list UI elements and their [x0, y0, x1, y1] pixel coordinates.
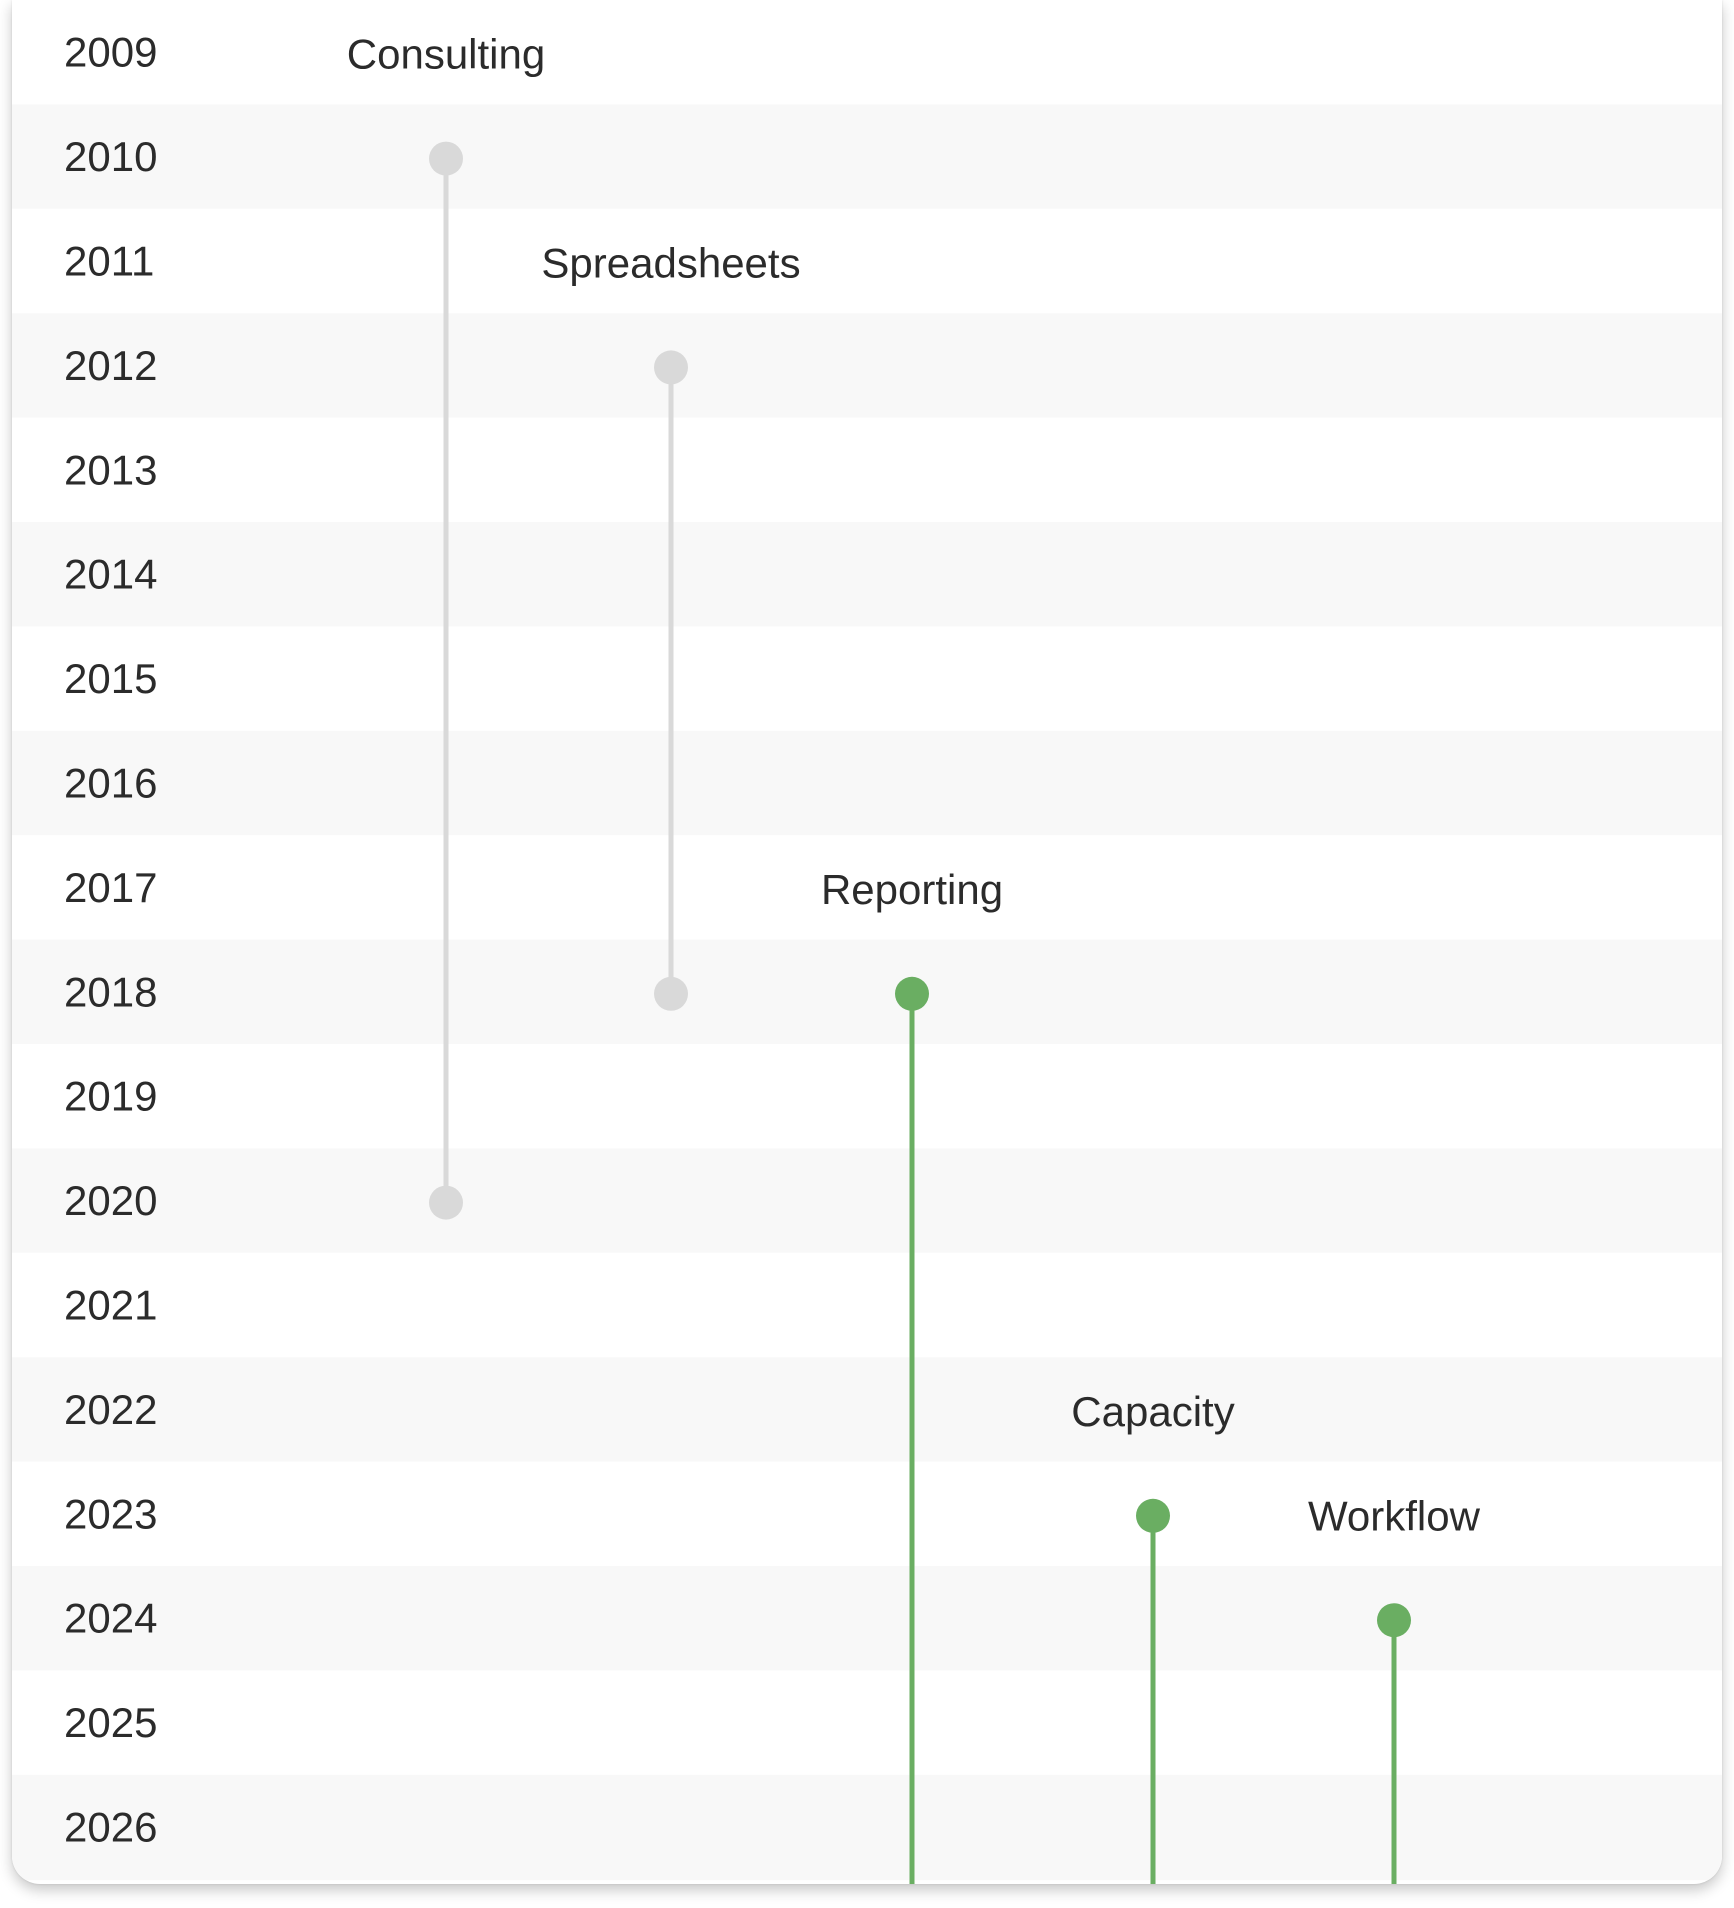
year-row: [12, 1461, 1722, 1567]
year-label: 2010: [64, 133, 157, 180]
year-row: [12, 1148, 1722, 1254]
year-row: [12, 730, 1722, 837]
timeline-item-workflow: Workflow: [1308, 1492, 1481, 1884]
end-dot: [429, 1185, 463, 1220]
year-row: [12, 1044, 1722, 1150]
timeline-item-capacity: Capacity: [1071, 1388, 1235, 1884]
year-row: [12, 1774, 1722, 1881]
year-label: 2022: [64, 1386, 157, 1433]
year-label: 2017: [64, 864, 157, 911]
year-label: 2015: [64, 655, 157, 702]
year-row: [12, 417, 1722, 523]
year-label: 2016: [64, 760, 157, 807]
timeline-item-label: Reporting: [821, 866, 1003, 913]
year-row: [12, 1252, 1722, 1359]
year-label: 2023: [64, 1490, 157, 1537]
year-label: 2024: [64, 1595, 157, 1642]
timeline-items: Consulting Spreadsheets Reporting Capacity W…: [347, 31, 1481, 1884]
year-labels: 2009 2010 2011 2012 2013 2014 2015 2016 2017 2018…: [64, 29, 157, 1851]
year-label: 2021: [64, 1282, 157, 1329]
year-row: [12, 939, 1722, 1045]
year-row: [12, 522, 1722, 628]
year-row: [12, 1670, 1722, 1776]
year-label: 2020: [64, 1177, 157, 1224]
start-dot: [895, 976, 929, 1011]
year-label: 2026: [64, 1804, 157, 1851]
year-label: 2012: [64, 342, 157, 389]
year-row: [12, 626, 1722, 732]
timeline-item-label: Spreadsheets: [541, 240, 800, 287]
year-label: 2018: [64, 968, 157, 1015]
start-dot: [654, 350, 688, 385]
timeline-item-label: Capacity: [1071, 1388, 1234, 1435]
timeline-chart: 2009 2010 2011 2012 2013 2014 2015 2016 2017 2018…: [12, 0, 1722, 1884]
timeline-item-label: Workflow: [1308, 1492, 1481, 1539]
year-row: [12, 1357, 1722, 1463]
year-row: [12, 104, 1722, 210]
year-row: [12, 0, 1722, 106]
year-rows: [12, 0, 1722, 1881]
start-dot: [1377, 1603, 1411, 1638]
year-label: 2013: [64, 446, 157, 493]
timeline-item-label: Consulting: [347, 31, 545, 78]
year-label: 2025: [64, 1699, 157, 1746]
year-label: 2019: [64, 1073, 157, 1120]
start-dot: [429, 141, 463, 176]
year-row: [12, 835, 1722, 941]
year-row: [12, 208, 1722, 315]
year-row: [12, 1566, 1722, 1672]
timeline-item-consulting: Consulting: [347, 31, 545, 1220]
end-dot: [654, 976, 688, 1011]
year-label: 2011: [64, 238, 154, 285]
year-row: [12, 313, 1722, 419]
timeline-item-spreadsheets: Spreadsheets: [541, 240, 801, 1011]
year-label: 2014: [64, 551, 157, 598]
year-label: 2009: [64, 29, 157, 76]
timeline-card: 2009 2010 2011 2012 2013 2014 2015 2016 2017 2018…: [12, 0, 1722, 1884]
start-dot: [1136, 1498, 1170, 1533]
timeline-item-reporting: Reporting: [821, 866, 1003, 1884]
